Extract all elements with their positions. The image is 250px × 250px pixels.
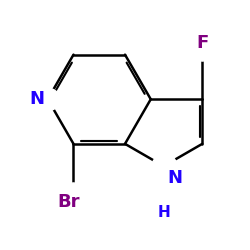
Text: H: H xyxy=(157,205,170,220)
Text: N: N xyxy=(29,90,44,108)
Text: N: N xyxy=(167,169,182,187)
Text: Br: Br xyxy=(57,192,80,210)
Text: F: F xyxy=(196,34,208,52)
